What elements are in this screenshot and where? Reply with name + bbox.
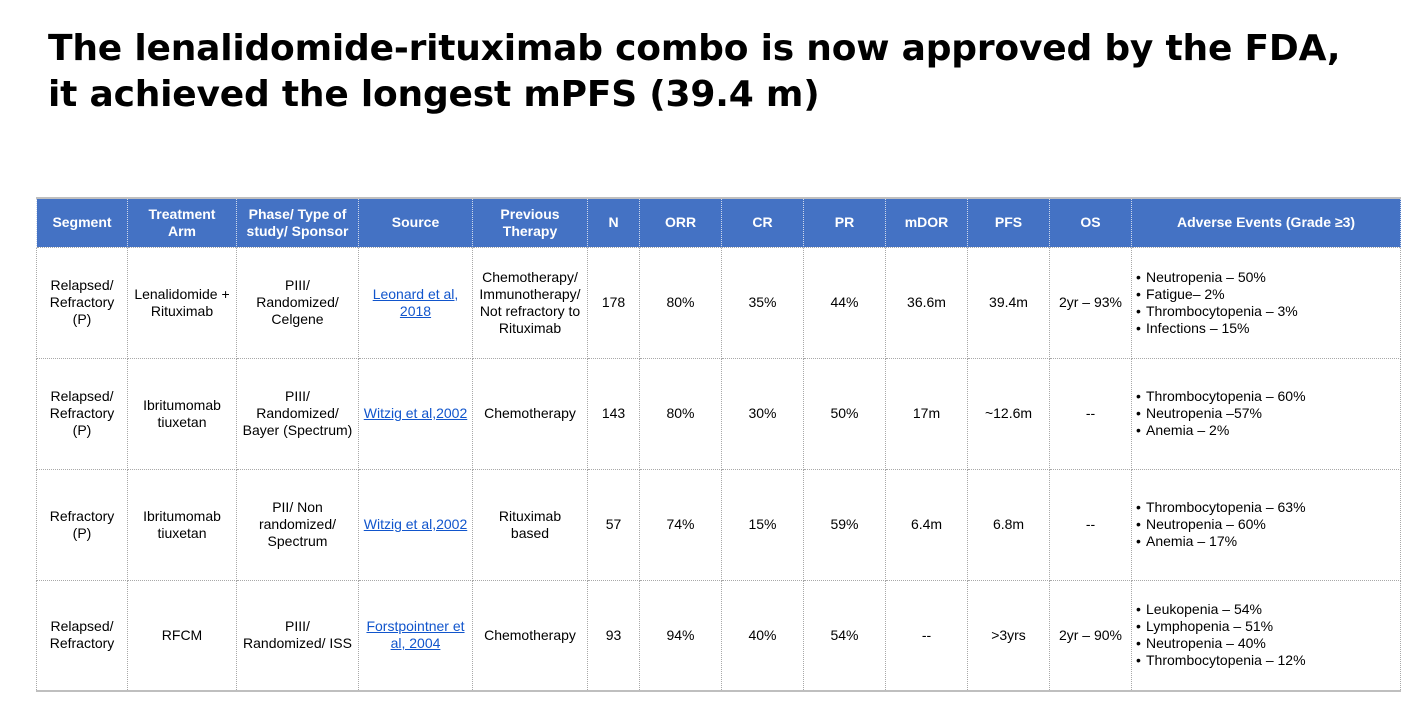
cell-phase: PII/ Non randomized/Spectrum	[236, 468, 359, 581]
cell-treatment-arm: Lenalidomide + Rituximab	[127, 246, 237, 359]
cell-adverse-events: Thrombocytopenia – 63% Neutropenia – 60%…	[1131, 468, 1401, 581]
cell-previous-therapy: Chemotherapy	[472, 579, 588, 692]
cell-adverse-events: Leukopenia – 54% Lymphopenia – 51% Neutr…	[1131, 579, 1401, 692]
cell-source: Forstpointner et al, 2004	[358, 579, 473, 692]
cell-phase: PIII/Randomized/Celgene	[236, 246, 359, 359]
cell-cr: 40%	[721, 579, 804, 692]
cell-segment: Relapsed/Refractory (P)	[36, 357, 128, 470]
cell-orr: 80%	[639, 357, 722, 470]
cell-os: 2yr – 90%	[1049, 579, 1132, 692]
cell-previous-therapy: Chemotherapy	[472, 357, 588, 470]
cell-previous-therapy: Chemotherapy/Immunotherapy/Not refractor…	[472, 246, 588, 359]
cell-source: Witzig et al,2002	[358, 357, 473, 470]
table-header-row: Segment Treatment Arm Phase/ Type of study…	[36, 197, 1401, 247]
clinical-trials-table: Segment Treatment Arm Phase/ Type of study…	[36, 197, 1401, 692]
cell-mdor: --	[885, 579, 968, 692]
cell-cr: 30%	[721, 357, 804, 470]
table-row: Relapsed/Refractory (P) Ibritumomab tiuxet…	[36, 357, 1401, 470]
header-pr: PR	[803, 197, 886, 247]
cell-mdor: 6.4m	[885, 468, 968, 581]
adverse-event-item: Thrombocytopenia – 63%	[1136, 499, 1397, 516]
header-mdor: mDOR	[885, 197, 968, 247]
cell-treatment-arm: Ibritumomab tiuxetan	[127, 468, 237, 581]
adverse-event-item: Neutropenia –57%	[1136, 405, 1397, 422]
cell-phase: PIII/Randomized/Bayer (Spectrum)	[236, 357, 359, 470]
header-source: Source	[358, 197, 473, 247]
header-previous-therapy: Previous Therapy	[472, 197, 588, 247]
cell-os: --	[1049, 468, 1132, 581]
cell-treatment-arm: Ibritumomab tiuxetan	[127, 357, 237, 470]
cell-source: Witzig et al,2002	[358, 468, 473, 581]
cell-pfs: >3yrs	[967, 579, 1050, 692]
cell-n: 57	[587, 468, 640, 581]
table-row: Refractory (P) Ibritumomab tiuxetan PII/ N…	[36, 468, 1401, 581]
adverse-event-item: Infections – 15%	[1136, 320, 1397, 337]
adverse-event-item: Neutropenia – 40%	[1136, 635, 1397, 652]
cell-segment: Relapsed/Refractory (P)	[36, 246, 128, 359]
table-row: Relapsed/Refractory (P) Lenalidomide + Rit…	[36, 246, 1401, 359]
cell-os: --	[1049, 357, 1132, 470]
adverse-event-item: Neutropenia – 50%	[1136, 269, 1397, 286]
title-line-1: The lenalidomide-rituximab combo is now …	[48, 28, 1341, 69]
adverse-event-item: Lymphopenia – 51%	[1136, 618, 1397, 635]
cell-adverse-events: Neutropenia – 50% Fatigue– 2% Thrombocyt…	[1131, 246, 1401, 359]
adverse-event-item: Thrombocytopenia – 60%	[1136, 388, 1397, 405]
header-os: OS	[1049, 197, 1132, 247]
cell-previous-therapy: Rituximab based	[472, 468, 588, 581]
cell-orr: 74%	[639, 468, 722, 581]
header-adverse-events: Adverse Events (Grade ≥3)	[1131, 197, 1401, 247]
cell-cr: 35%	[721, 246, 804, 359]
cell-orr: 94%	[639, 579, 722, 692]
header-phase: Phase/ Type of study/ Sponsor	[236, 197, 359, 247]
source-link[interactable]: Witzig et al,2002	[363, 516, 468, 532]
cell-pr: 44%	[803, 246, 886, 359]
adverse-event-item: Leukopenia – 54%	[1136, 601, 1397, 618]
cell-orr: 80%	[639, 246, 722, 359]
cell-segment: Refractory (P)	[36, 468, 128, 581]
header-pfs: PFS	[967, 197, 1050, 247]
header-treatment-arm: Treatment Arm	[127, 197, 237, 247]
cell-n: 178	[587, 246, 640, 359]
cell-mdor: 17m	[885, 357, 968, 470]
cell-adverse-events: Thrombocytopenia – 60% Neutropenia –57% …	[1131, 357, 1401, 470]
source-link[interactable]: Forstpointner et al, 2004	[366, 618, 465, 652]
cell-mdor: 36.6m	[885, 246, 968, 359]
cell-pfs: ~12.6m	[967, 357, 1050, 470]
cell-phase: PIII/Randomized/ ISS	[236, 579, 359, 692]
cell-source: Leonard et al, 2018	[358, 246, 473, 359]
adverse-event-item: Fatigue– 2%	[1136, 286, 1397, 303]
cell-cr: 15%	[721, 468, 804, 581]
cell-segment: Relapsed/Refractory	[36, 579, 128, 692]
adverse-event-item: Anemia – 17%	[1136, 533, 1397, 550]
cell-treatment-arm: RFCM	[127, 579, 237, 692]
cell-n: 143	[587, 357, 640, 470]
cell-pfs: 39.4m	[967, 246, 1050, 359]
cell-pfs: 6.8m	[967, 468, 1050, 581]
adverse-event-item: Thrombocytopenia – 12%	[1136, 652, 1397, 669]
adverse-event-item: Thrombocytopenia – 3%	[1136, 303, 1397, 320]
adverse-event-item: Neutropenia – 60%	[1136, 516, 1397, 533]
source-link[interactable]: Witzig et al,2002	[363, 405, 468, 421]
cell-n: 93	[587, 579, 640, 692]
header-cr: CR	[721, 197, 804, 247]
cell-pr: 50%	[803, 357, 886, 470]
header-n: N	[587, 197, 640, 247]
cell-pr: 54%	[803, 579, 886, 692]
header-orr: ORR	[639, 197, 722, 247]
source-link[interactable]: Leonard et al, 2018	[372, 285, 459, 319]
header-segment: Segment	[36, 197, 128, 247]
page-title: The lenalidomide-rituximab combo is now …	[48, 26, 1341, 118]
cell-os: 2yr – 93%	[1049, 246, 1132, 359]
table-row: Relapsed/Refractory RFCM PIII/Randomized…	[36, 579, 1401, 692]
title-line-2: it achieved the longest mPFS (39.4 m)	[48, 74, 820, 115]
cell-pr: 59%	[803, 468, 886, 581]
adverse-event-item: Anemia – 2%	[1136, 422, 1397, 439]
